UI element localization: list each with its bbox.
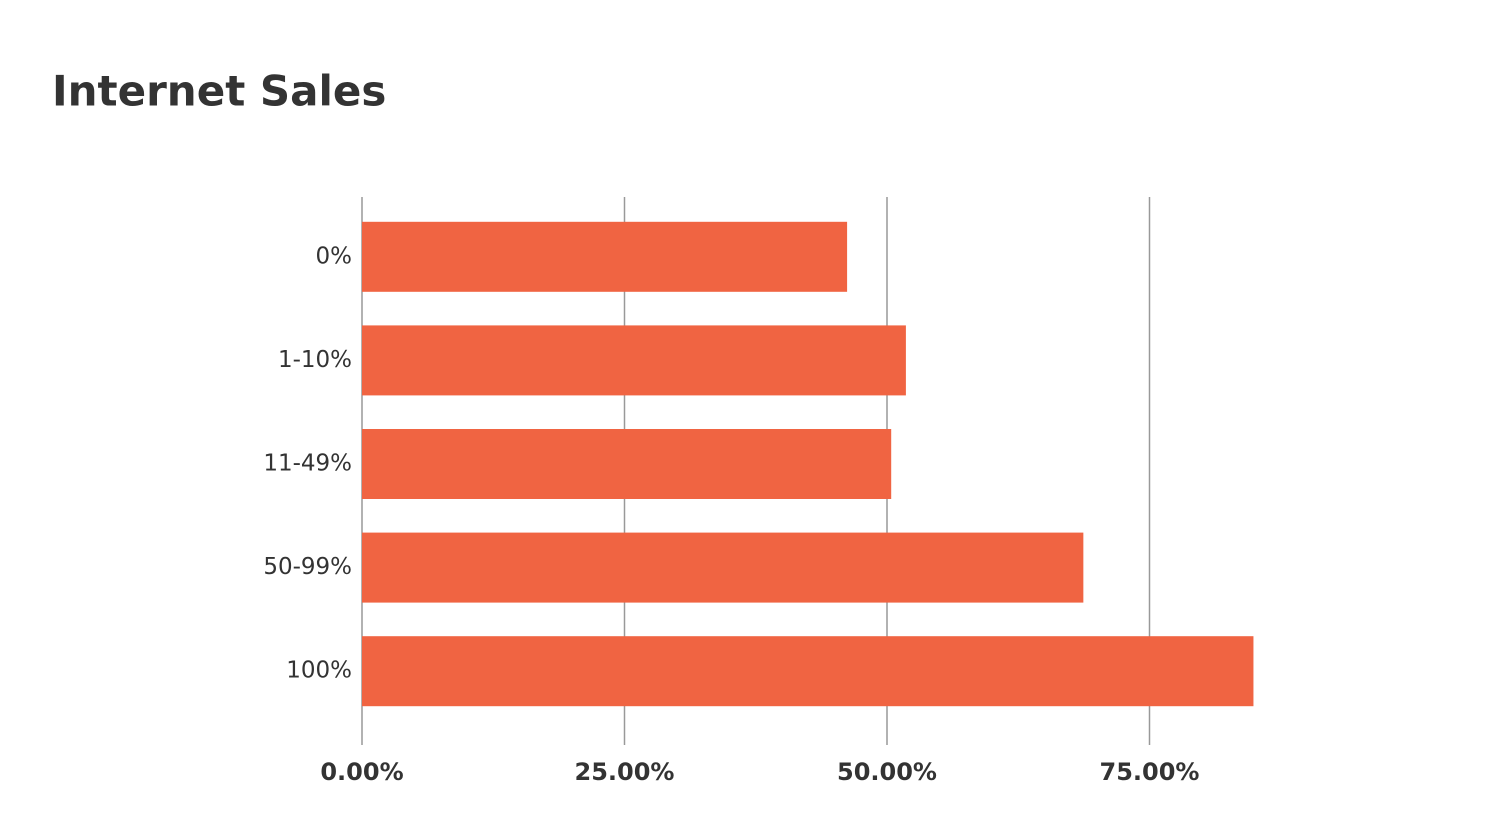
bar bbox=[362, 636, 1254, 707]
y-tick-label: 1-10% bbox=[278, 347, 352, 373]
x-tick-label: 50.00% bbox=[837, 758, 937, 786]
y-tick-label: 11-49% bbox=[263, 451, 352, 477]
bar bbox=[362, 325, 906, 396]
chart-title: Internet Sales bbox=[52, 67, 386, 116]
x-tick-label: 0.00% bbox=[320, 758, 403, 786]
bar bbox=[362, 532, 1084, 603]
y-tick-label: 0% bbox=[316, 243, 353, 269]
x-tick-label: 75.00% bbox=[1100, 758, 1200, 786]
y-tick-label: 100% bbox=[286, 658, 352, 684]
y-tick-label: 50-99% bbox=[263, 554, 352, 580]
x-tick-label: 25.00% bbox=[575, 758, 675, 786]
bar bbox=[362, 221, 848, 292]
bar bbox=[362, 429, 892, 499]
